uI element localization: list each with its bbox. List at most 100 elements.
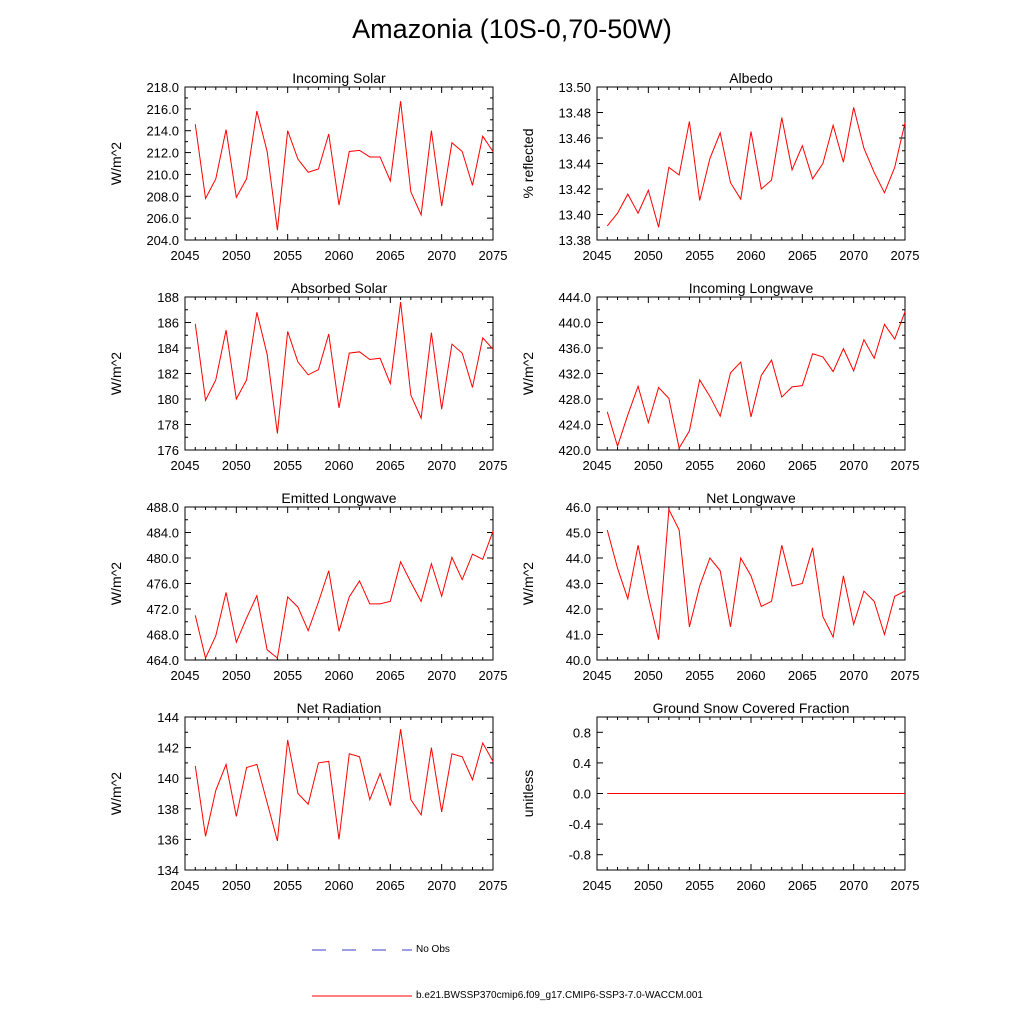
y-axis-label: W/m^2 — [108, 562, 124, 605]
y-tick-label: 480.0 — [146, 551, 179, 566]
x-tick-label: 2060 — [737, 668, 766, 683]
y-tick-label: 432.0 — [558, 367, 591, 382]
x-tick-label: 2075 — [479, 248, 508, 263]
x-tick-label: 2045 — [583, 668, 612, 683]
y-tick-label: 440.0 — [558, 316, 591, 331]
x-tick-label: 2055 — [273, 458, 302, 473]
y-tick-label: 0.4 — [573, 756, 591, 771]
x-tick-label: 2075 — [891, 878, 920, 893]
y-tick-label: 444.0 — [558, 290, 591, 305]
data-series-line — [194, 101, 494, 231]
y-tick-label: 134 — [157, 863, 179, 878]
plot-frame — [596, 506, 906, 661]
x-tick-label: 2070 — [427, 668, 456, 683]
y-tick-label: 476.0 — [146, 577, 179, 592]
x-tick-label: 2050 — [222, 668, 251, 683]
x-tick-label: 2070 — [427, 458, 456, 473]
y-tick-label: 186 — [157, 316, 179, 331]
y-axis-label: W/m^2 — [520, 562, 536, 605]
x-tick-label: 2050 — [222, 248, 251, 263]
plot-frame — [596, 86, 906, 241]
data-series-line — [194, 302, 494, 434]
y-tick-label: 13.50 — [558, 80, 591, 95]
y-tick-label: 182 — [157, 367, 179, 382]
y-tick-label: 138 — [157, 802, 179, 817]
data-series-line — [194, 729, 494, 842]
y-tick-label: 488.0 — [146, 500, 179, 515]
x-tick-label: 2045 — [583, 878, 612, 893]
x-tick-label: 2055 — [685, 458, 714, 473]
plot-frame — [596, 296, 906, 451]
panel-net-longwave: Net Longwave 2045 2050 2055 2060 2065 2070 2075… — [520, 490, 919, 683]
y-tick-label: 46.0 — [566, 500, 591, 515]
x-tick-label: 2050 — [634, 668, 663, 683]
x-tick-label: 2060 — [325, 668, 354, 683]
x-tick-label: 2055 — [273, 878, 302, 893]
panel-title: Absorbed Solar — [291, 280, 388, 296]
x-tick-label: 2075 — [479, 668, 508, 683]
data-series-line — [606, 507, 906, 640]
x-tick-label: 2060 — [737, 878, 766, 893]
data-series-line — [606, 107, 906, 228]
x-tick-label: 2050 — [222, 458, 251, 473]
x-tick-label: 2045 — [171, 248, 200, 263]
x-tick-label: 2065 — [376, 458, 405, 473]
y-tick-label: 210.0 — [146, 167, 179, 182]
y-axis-label: unitless — [520, 770, 536, 817]
figure-title: Amazonia (10S-0,70-50W) — [352, 14, 672, 44]
legend-obs-label: No Obs — [416, 944, 450, 955]
x-tick-label: 2060 — [325, 248, 354, 263]
x-tick-label: 2075 — [891, 248, 920, 263]
x-tick-label: 2070 — [427, 878, 456, 893]
y-tick-label: 136 — [157, 832, 179, 847]
y-axis-label: W/m^2 — [108, 772, 124, 815]
x-tick-label: 2065 — [788, 248, 817, 263]
x-tick-label: 2050 — [634, 878, 663, 893]
panel-absorbed-solar: Absorbed Solar 2045 2050 2055 2060 2065 2070 20… — [108, 280, 507, 473]
x-tick-label: 2065 — [376, 878, 405, 893]
y-tick-label: 188 — [157, 290, 179, 305]
data-series-line — [606, 311, 906, 450]
x-tick-label: 2065 — [788, 668, 817, 683]
x-tick-label: 2055 — [273, 248, 302, 263]
panel-incoming-solar: Incoming Solar 2045 2050 2055 2060 2065 2070 20… — [108, 70, 507, 263]
x-tick-label: 2050 — [634, 458, 663, 473]
y-tick-label: 13.38 — [558, 233, 591, 248]
panel-incoming-longwave: Incoming Longwave 2045 2050 2055 2060 2065 207… — [520, 280, 919, 473]
x-tick-label: 2055 — [685, 668, 714, 683]
y-tick-label: 428.0 — [558, 392, 591, 407]
y-tick-label: 464.0 — [146, 653, 179, 668]
panel-ground-snow-covered-fraction: Ground Snow Covered Fraction 2045 2050 2055… — [520, 700, 919, 893]
x-tick-label: 2070 — [839, 248, 868, 263]
x-tick-label: 2070 — [427, 248, 456, 263]
y-tick-label: 468.0 — [146, 628, 179, 643]
y-tick-label: 13.44 — [558, 157, 591, 172]
x-tick-label: 2060 — [325, 458, 354, 473]
x-tick-label: 2075 — [479, 458, 508, 473]
y-tick-label: -0.4 — [569, 817, 591, 832]
x-tick-label: 2065 — [788, 878, 817, 893]
y-axis-label: W/m^2 — [108, 142, 124, 185]
x-tick-label: 2065 — [788, 458, 817, 473]
y-tick-label: 218.0 — [146, 80, 179, 95]
y-tick-label: 472.0 — [146, 602, 179, 617]
x-tick-label: 2060 — [737, 248, 766, 263]
y-tick-label: 0.8 — [573, 725, 591, 740]
y-tick-label: 420.0 — [558, 443, 591, 458]
y-tick-label: 142 — [157, 741, 179, 756]
plot-frame — [184, 716, 494, 871]
data-series-line — [194, 531, 494, 660]
y-tick-label: 13.48 — [558, 106, 591, 121]
x-tick-label: 2075 — [891, 458, 920, 473]
y-tick-label: 206.0 — [146, 211, 179, 226]
x-tick-label: 2075 — [891, 668, 920, 683]
y-tick-label: 45.0 — [566, 526, 591, 541]
x-tick-label: 2065 — [376, 248, 405, 263]
x-tick-label: 2070 — [839, 458, 868, 473]
y-axis-label: W/m^2 — [520, 352, 536, 395]
x-tick-label: 2055 — [273, 668, 302, 683]
y-tick-label: 484.0 — [146, 526, 179, 541]
y-tick-label: 42.0 — [566, 602, 591, 617]
y-tick-label: 184 — [157, 341, 179, 356]
